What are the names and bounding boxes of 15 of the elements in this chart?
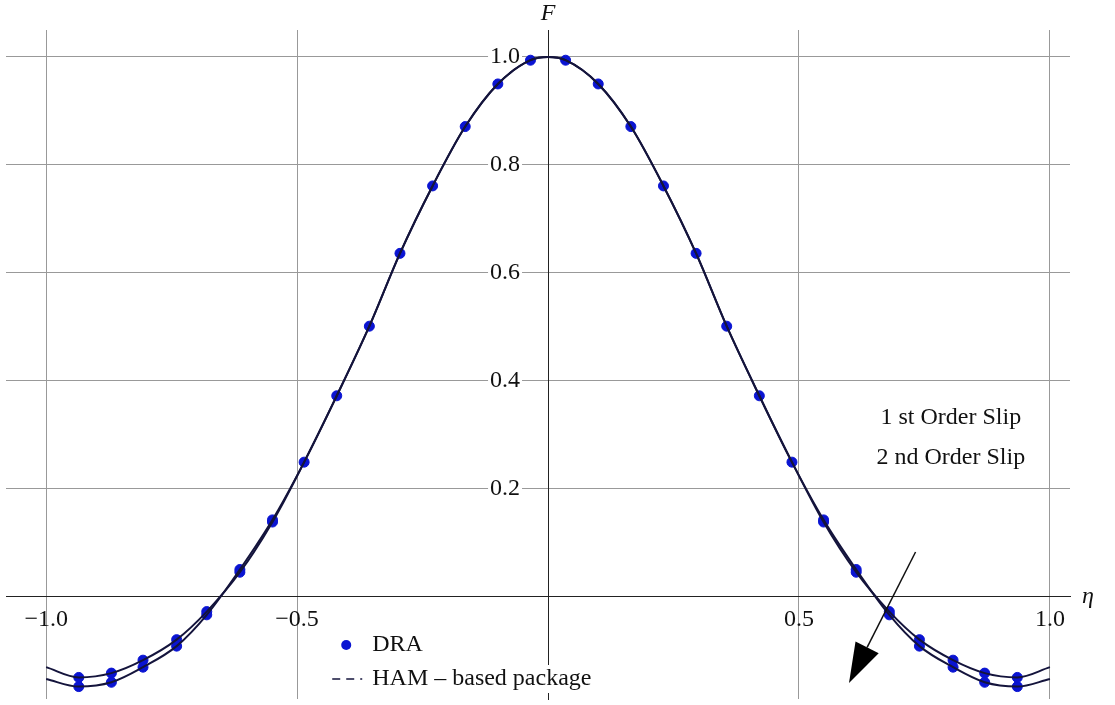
x-tick-label: 1.0 (1034, 605, 1065, 632)
y-tick-label: 0.4 (490, 365, 521, 392)
annotation: 1 st Order Slip (880, 403, 1022, 430)
legend-label: DRA (372, 630, 424, 657)
x-tick-label: 0.5 (783, 605, 814, 632)
x-tick-label: −1.0 (24, 605, 68, 632)
x-tick-label: −0.5 (275, 605, 319, 632)
legend-label: HAM – based package (372, 664, 592, 691)
x-axis-title: η (1082, 581, 1094, 608)
y-tick-label: 0.2 (490, 473, 521, 500)
y-tick-label: 1.0 (490, 42, 521, 69)
y-tick-label: 0.6 (490, 258, 521, 285)
annotation: 2 nd Order Slip (876, 443, 1026, 470)
y-axis-title: F (539, 0, 556, 26)
y-tick-label: 0.8 (490, 150, 521, 177)
